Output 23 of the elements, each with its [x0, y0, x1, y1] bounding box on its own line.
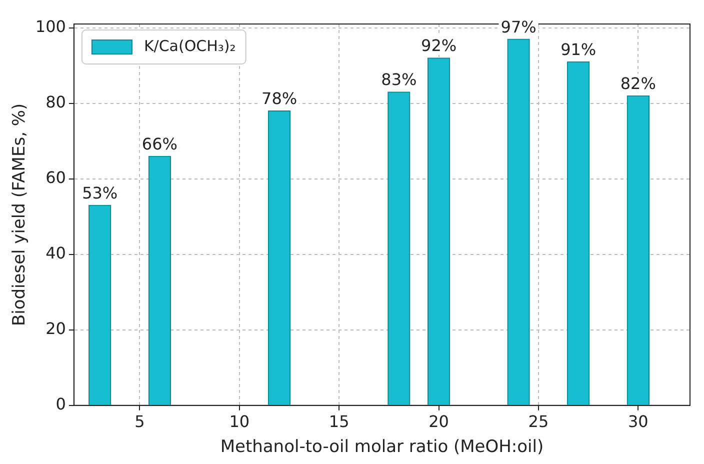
- data-label: 53%: [82, 183, 118, 202]
- y-tick-label: 0: [56, 394, 66, 414]
- data-label: 66%: [142, 134, 178, 154]
- data-label: 92%: [421, 36, 457, 56]
- data-label: 78%: [262, 89, 298, 108]
- y-axis-title: Biodiesel yield (FAMEs, %): [10, 103, 30, 326]
- x-axis-title: Methanol-to-oil molar ratio (MeOH:oil): [220, 437, 544, 458]
- x-tick-label: 30: [628, 412, 648, 432]
- x-tick-label: 10: [229, 412, 250, 432]
- data-label: 97%: [500, 17, 536, 36]
- y-tick-label: 40: [46, 244, 66, 263]
- x-tick-label: 20: [428, 412, 449, 432]
- y-tick-label: 20: [46, 319, 66, 338]
- x-tick-label: 5: [134, 412, 145, 432]
- data-label: 83%: [381, 70, 417, 90]
- y-tick-label: 60: [46, 168, 66, 187]
- y-tick-label: 80: [46, 92, 66, 112]
- data-label: 91%: [560, 40, 596, 59]
- x-tick-label: 25: [528, 412, 549, 432]
- x-tick-label: 15: [328, 412, 350, 432]
- legend-label: K/Ca(OCH₃)₂: [144, 36, 236, 55]
- y-tick-label: 100: [35, 16, 66, 36]
- data-label: 82%: [620, 74, 656, 93]
